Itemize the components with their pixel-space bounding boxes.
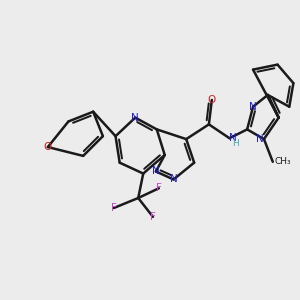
Text: N: N	[131, 112, 139, 123]
Text: N: N	[170, 174, 177, 184]
Text: N: N	[230, 133, 237, 143]
Text: O: O	[208, 95, 216, 105]
Text: N: N	[152, 167, 160, 176]
Text: CH₃: CH₃	[274, 157, 291, 166]
Text: F: F	[150, 212, 156, 222]
Text: F: F	[156, 183, 162, 193]
Text: F: F	[111, 203, 117, 213]
Text: O: O	[44, 142, 52, 152]
Text: N: N	[249, 102, 257, 112]
Text: H: H	[232, 139, 239, 148]
Text: N: N	[256, 134, 264, 144]
